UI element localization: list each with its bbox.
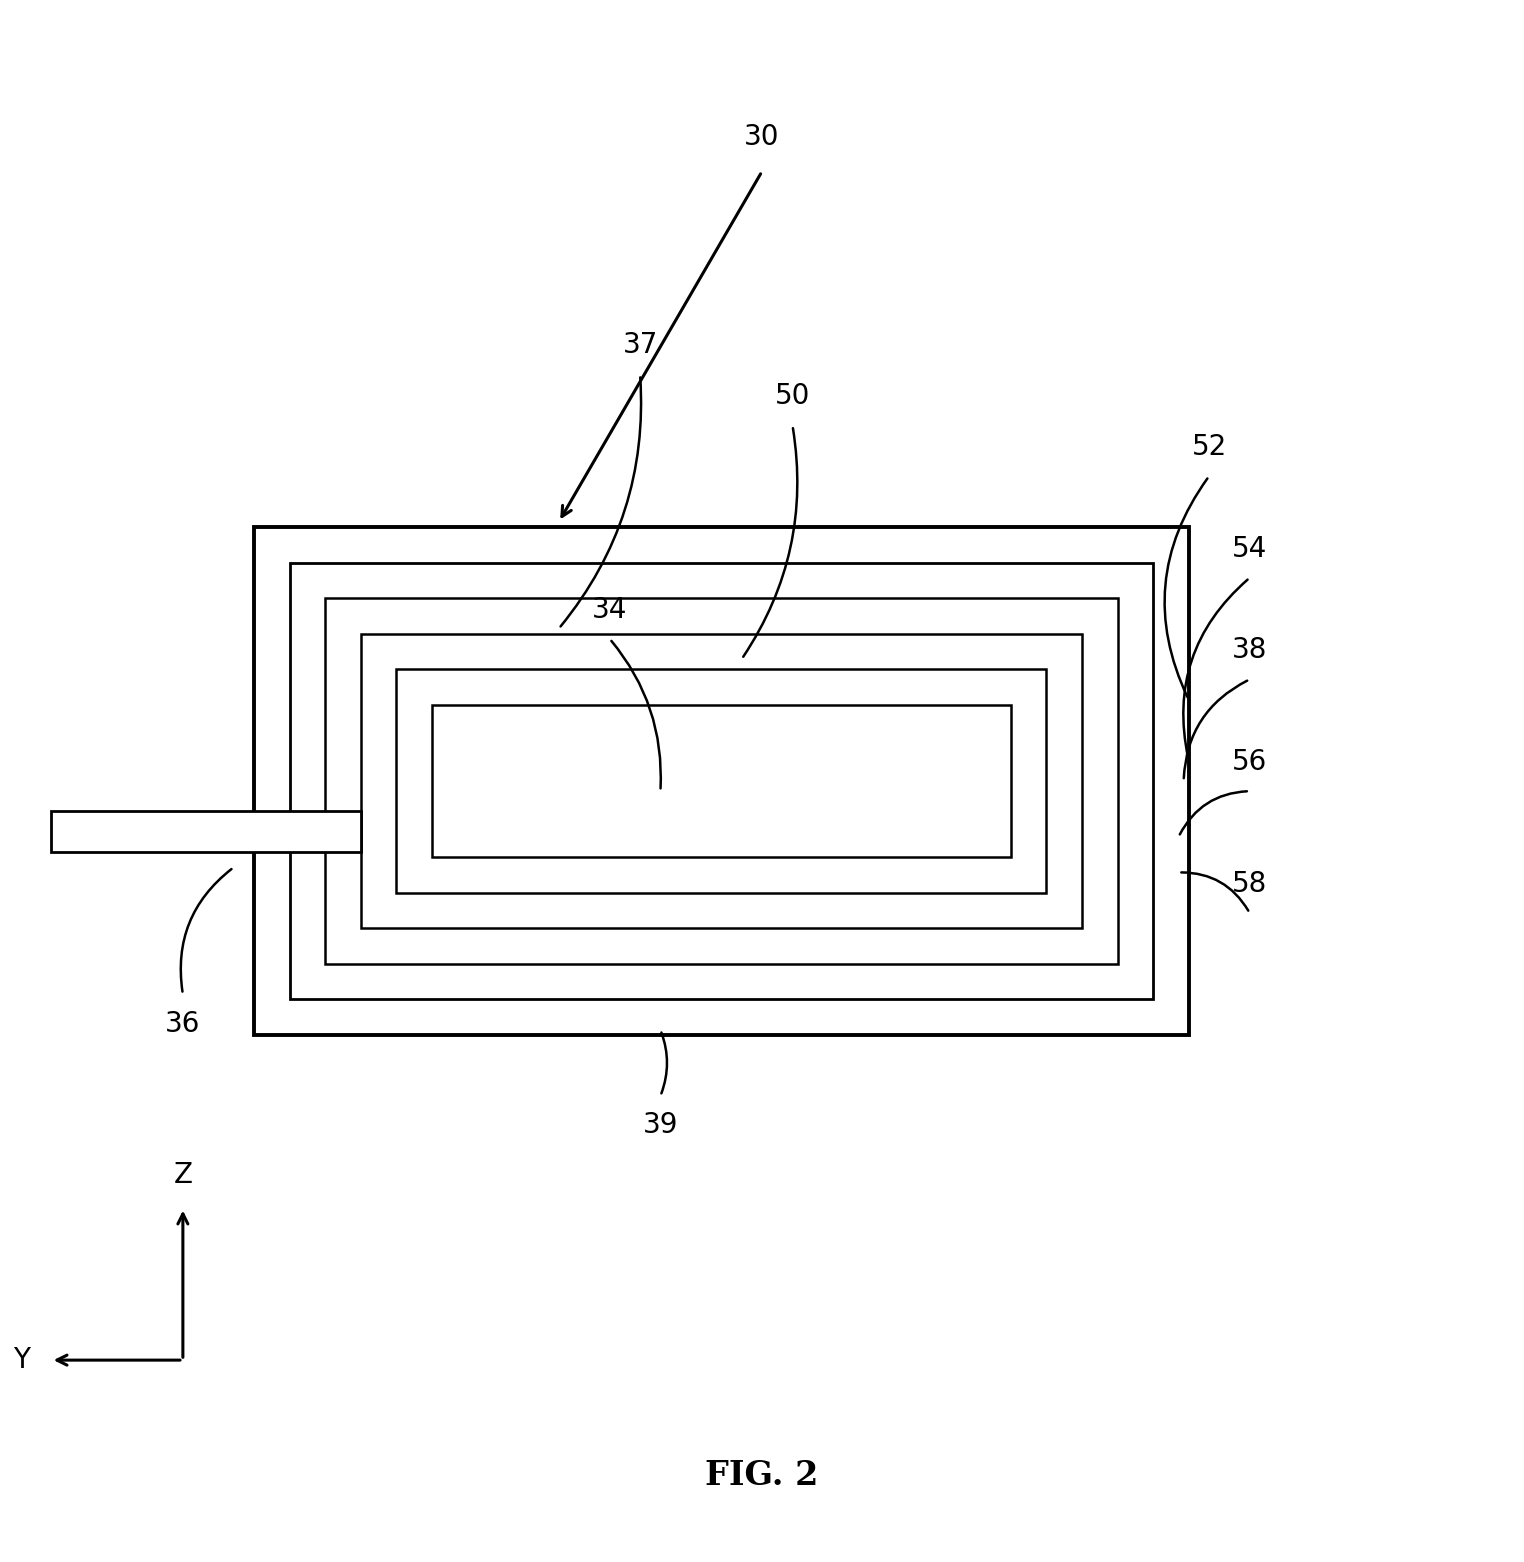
- Text: 52: 52: [1192, 433, 1227, 461]
- Text: 36: 36: [165, 1009, 201, 1037]
- Text: FIG. 2: FIG. 2: [706, 1459, 818, 1492]
- Bar: [431, 704, 1010, 858]
- Text: 37: 37: [622, 331, 658, 359]
- Text: 34: 34: [591, 595, 628, 623]
- Bar: [290, 562, 1154, 1000]
- Bar: [325, 598, 1117, 964]
- Bar: [50, 812, 361, 853]
- Text: 54: 54: [1231, 534, 1268, 562]
- Text: 58: 58: [1231, 870, 1268, 898]
- Text: Z: Z: [174, 1162, 192, 1189]
- Text: 39: 39: [643, 1111, 678, 1139]
- Bar: [396, 669, 1047, 893]
- Text: 56: 56: [1231, 748, 1268, 776]
- Text: 50: 50: [774, 383, 811, 411]
- Bar: [255, 526, 1189, 1036]
- Text: 38: 38: [1231, 636, 1268, 664]
- Text: Y: Y: [14, 1346, 30, 1375]
- Text: 30: 30: [744, 123, 780, 152]
- Bar: [361, 634, 1082, 928]
